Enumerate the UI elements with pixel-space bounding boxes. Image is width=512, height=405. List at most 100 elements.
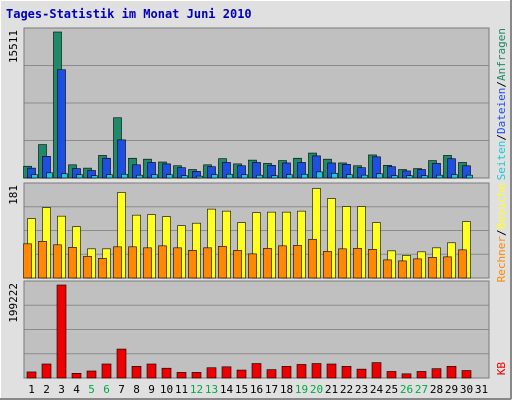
bar-sites-day-4	[68, 247, 77, 279]
bar-kbytes-day-5	[86, 370, 97, 379]
bar-pages-day-1	[31, 174, 38, 179]
middle-panel: 181	[7, 182, 490, 279]
x-label-day-10: 10	[160, 383, 173, 396]
bar-sites-day-1	[23, 243, 32, 279]
bar-kbytes-day-8	[131, 366, 142, 379]
bar-sites-day-11	[173, 247, 182, 279]
bar-pages-day-21	[331, 172, 338, 179]
x-label-day-26: 26	[400, 383, 413, 396]
x-label-day-8: 8	[133, 383, 140, 396]
bar-kbytes-day-13	[206, 367, 217, 379]
bar-sites-day-7	[113, 246, 122, 279]
bar-pages-day-6	[106, 174, 113, 179]
x-label-day-17: 17	[265, 383, 278, 396]
bar-kbytes-day-11	[176, 372, 187, 379]
bar-kbytes-day-14	[221, 366, 232, 379]
bar-sites-day-10	[158, 245, 167, 279]
legend-top: Seiten/Dateien/Anfragen	[495, 28, 508, 180]
bar-sites-day-6	[98, 258, 107, 279]
legend-sep: /	[495, 229, 508, 236]
bar-kbytes-day-18	[281, 366, 292, 379]
y-max-label: 181	[7, 185, 20, 205]
bar-sites-day-19	[293, 245, 302, 279]
x-label-day-11: 11	[175, 383, 188, 396]
bar-pages-day-26	[406, 175, 413, 179]
chart-title: Tages-Statistik im Monat Juni 2010	[6, 7, 252, 21]
bar-sites-day-12	[188, 250, 197, 279]
bar-sites-day-8	[128, 246, 137, 279]
bar-kbytes-day-15	[236, 369, 247, 379]
legend-sep: /	[495, 134, 508, 141]
legend-middle: Rechner/Besuche	[495, 183, 508, 282]
bar-kbytes-day-24	[371, 362, 382, 379]
legend-hits: Anfragen	[495, 28, 508, 81]
x-label-day-3: 3	[58, 383, 65, 396]
bar-sites-day-17	[263, 248, 272, 279]
x-label-day-30: 30	[460, 383, 473, 396]
bar-sites-day-22	[338, 248, 347, 279]
bar-sites-day-18	[278, 245, 287, 279]
x-label-day-7: 7	[118, 383, 125, 396]
bar-pages-day-17	[271, 175, 278, 179]
x-label-day-5: 5	[88, 383, 95, 396]
bar-sites-day-21	[323, 251, 332, 279]
bottom-panel: 199222	[7, 280, 490, 379]
bar-pages-day-22	[346, 174, 353, 179]
bar-sites-day-14	[218, 246, 227, 279]
bar-pages-day-23	[361, 174, 368, 179]
bar-sites-day-9	[143, 247, 152, 279]
bar-kbytes-day-12	[191, 372, 202, 379]
bar-sites-day-23	[353, 248, 362, 279]
x-label-day-16: 16	[250, 383, 263, 396]
bar-pages-day-19	[301, 173, 308, 179]
x-label-day-13: 13	[205, 383, 218, 396]
legend-bottom: KB	[495, 362, 508, 376]
x-label-day-29: 29	[445, 383, 458, 396]
bar-files-day-3	[57, 69, 66, 179]
bar-sites-day-24	[368, 249, 377, 279]
x-label-day-6: 6	[103, 383, 110, 396]
bar-pages-day-10	[166, 174, 173, 179]
x-label-day-14: 14	[220, 383, 234, 396]
x-label-day-12: 12	[190, 383, 203, 396]
bar-pages-day-14	[226, 173, 233, 179]
x-label-day-31: 31	[475, 383, 488, 396]
bar-files-day-7	[117, 139, 126, 179]
x-label-day-25: 25	[385, 383, 398, 396]
bar-kbytes-day-22	[341, 366, 352, 379]
bar-pages-day-12	[196, 175, 203, 179]
bar-sites-day-27	[413, 258, 422, 279]
bar-sites-day-28	[428, 257, 437, 279]
bar-pages-day-5	[91, 175, 98, 179]
bar-pages-day-7	[121, 173, 128, 179]
bar-kbytes-day-4	[71, 373, 82, 379]
bar-kbytes-day-30	[461, 370, 472, 379]
bar-kbytes-day-16	[251, 363, 262, 379]
bar-pages-day-3	[61, 173, 68, 179]
x-label-day-15: 15	[235, 383, 248, 396]
bar-kbytes-day-17	[266, 369, 277, 379]
y-max-label: 199222	[7, 283, 20, 323]
legend-kbytes: KB	[495, 362, 508, 376]
x-label-day-23: 23	[355, 383, 368, 396]
bar-kbytes-day-19	[296, 364, 307, 379]
bar-pages-day-16	[256, 174, 263, 179]
top-panel: 15511	[7, 27, 490, 179]
bar-kbytes-day-29	[446, 366, 457, 379]
bar-kbytes-day-20	[311, 363, 322, 379]
bar-pages-day-2	[46, 172, 53, 179]
bar-kbytes-day-7	[116, 348, 127, 379]
bar-sites-day-13	[203, 247, 212, 279]
bar-sites-day-2	[38, 240, 47, 279]
bar-sites-day-15	[233, 250, 242, 279]
bar-sites-day-26	[398, 260, 407, 279]
legend-sites: Rechner	[495, 236, 508, 283]
bar-sites-day-29	[443, 256, 452, 279]
bar-kbytes-day-27	[416, 371, 427, 379]
x-label-day-27: 27	[415, 383, 428, 396]
bar-sites-day-3	[53, 244, 62, 279]
bar-sites-day-25	[383, 259, 392, 279]
bar-pages-day-30	[466, 174, 473, 179]
y-max-label: 15511	[7, 30, 20, 63]
